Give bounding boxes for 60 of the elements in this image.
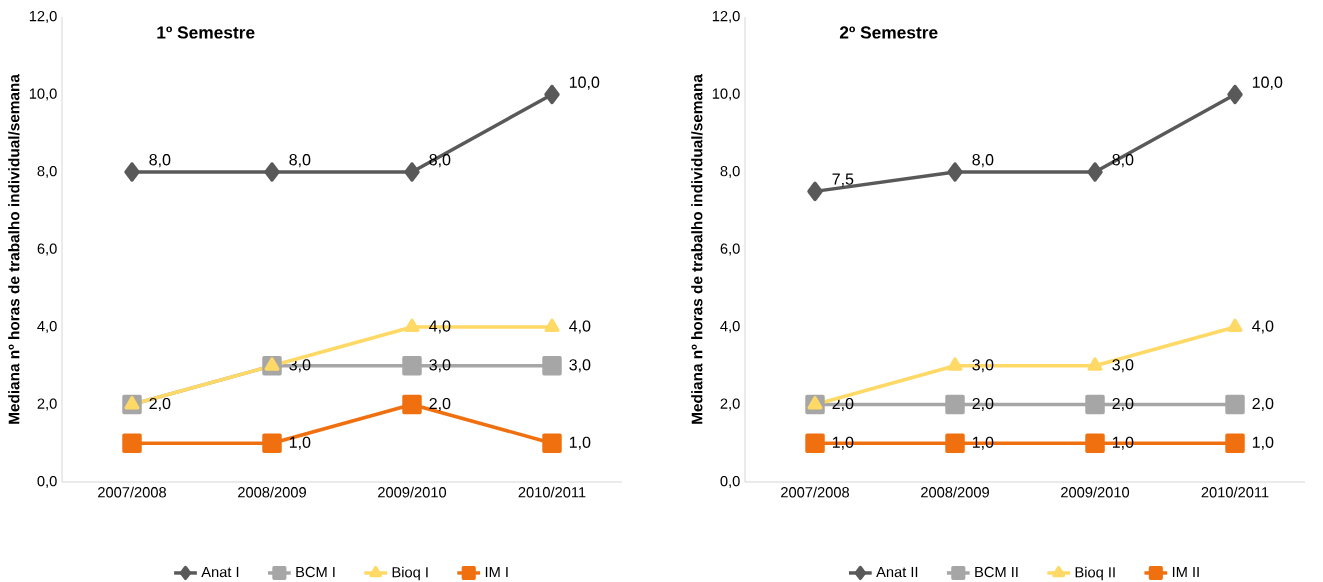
legend-label: Bioq II bbox=[1075, 566, 1115, 581]
legend-label: IM I bbox=[485, 566, 508, 578]
data-label: 2,0 bbox=[1252, 397, 1274, 412]
y-tick-label: 6,0 bbox=[720, 243, 740, 256]
y-axis-title: Mediana nº horas de trabalho individual/semana bbox=[691, 74, 703, 424]
data-label: 4,0 bbox=[429, 320, 451, 334]
data-label: 7,5 bbox=[832, 173, 854, 187]
legend-label: Anat I bbox=[201, 566, 239, 578]
data-label: 2,0 bbox=[1112, 397, 1134, 412]
data-label: 8,0 bbox=[972, 154, 994, 168]
data-label: 2,0 bbox=[429, 397, 451, 412]
data-label: 3,0 bbox=[1112, 359, 1134, 373]
legend-label: BCM II bbox=[975, 566, 1018, 578]
data-label: 8,0 bbox=[149, 154, 171, 168]
data-label: 1,0 bbox=[569, 436, 591, 450]
y-tick-label: 0,0 bbox=[720, 475, 740, 489]
x-tick-label: 2008/2009 bbox=[921, 486, 989, 498]
legend-label: BCM I bbox=[296, 566, 335, 578]
data-label: 10,0 bbox=[1252, 76, 1283, 90]
data-label: 10,0 bbox=[569, 76, 600, 90]
data-label: 1,0 bbox=[972, 436, 994, 450]
data-label: 1,0 bbox=[289, 436, 311, 450]
data-label: 1,0 bbox=[1252, 436, 1274, 450]
y-tick-label: 10,0 bbox=[712, 88, 740, 101]
x-tick-label: 2010/2011 bbox=[1201, 486, 1269, 498]
legend-label: Anat II bbox=[876, 566, 918, 578]
data-label: 4,0 bbox=[569, 320, 591, 334]
data-label: 2,0 bbox=[149, 397, 171, 412]
y-tick-label: 4,0 bbox=[720, 320, 740, 334]
chart-title: 2º Semestre bbox=[839, 26, 938, 39]
y-tick-label: 2,0 bbox=[720, 398, 740, 411]
x-tick-label: 2007/2008 bbox=[781, 486, 850, 498]
y-axis-title: Mediana nº horas de trabalho individual/semana bbox=[8, 74, 20, 424]
data-label: 2,0 bbox=[972, 397, 994, 412]
data-label: 3,0 bbox=[569, 359, 591, 373]
chart-title: 1º Semestre bbox=[157, 26, 255, 39]
y-tick-label: 10,0 bbox=[29, 88, 57, 101]
x-tick-label: 2009/2010 bbox=[378, 486, 447, 498]
data-label: 8,0 bbox=[289, 154, 311, 168]
legend-label: Bioq I bbox=[392, 566, 428, 581]
data-label: 3,0 bbox=[429, 359, 451, 373]
x-tick-label: 2009/2010 bbox=[1061, 486, 1130, 498]
y-tick-label: 0,0 bbox=[37, 475, 57, 489]
y-tick-label: 12,0 bbox=[29, 10, 57, 24]
data-label: 4,0 bbox=[1252, 320, 1274, 334]
y-tick-label: 8,0 bbox=[37, 165, 57, 179]
data-label: 8,0 bbox=[1112, 154, 1134, 168]
data-label: 3,0 bbox=[972, 359, 994, 373]
data-label: 8,0 bbox=[429, 154, 451, 168]
data-label: 1,0 bbox=[832, 436, 854, 450]
y-tick-label: 8,0 bbox=[720, 165, 740, 179]
data-label: 1,0 bbox=[1112, 436, 1134, 450]
legend-label: IM II bbox=[1172, 566, 1199, 578]
y-tick-label: 12,0 bbox=[712, 10, 740, 24]
y-tick-label: 4,0 bbox=[37, 320, 57, 334]
y-tick-label: 2,0 bbox=[37, 398, 57, 411]
x-tick-label: 2008/2009 bbox=[238, 486, 306, 498]
x-tick-label: 2007/2008 bbox=[98, 486, 166, 498]
x-tick-label: 2010/2011 bbox=[518, 486, 586, 498]
y-tick-label: 6,0 bbox=[37, 243, 57, 256]
